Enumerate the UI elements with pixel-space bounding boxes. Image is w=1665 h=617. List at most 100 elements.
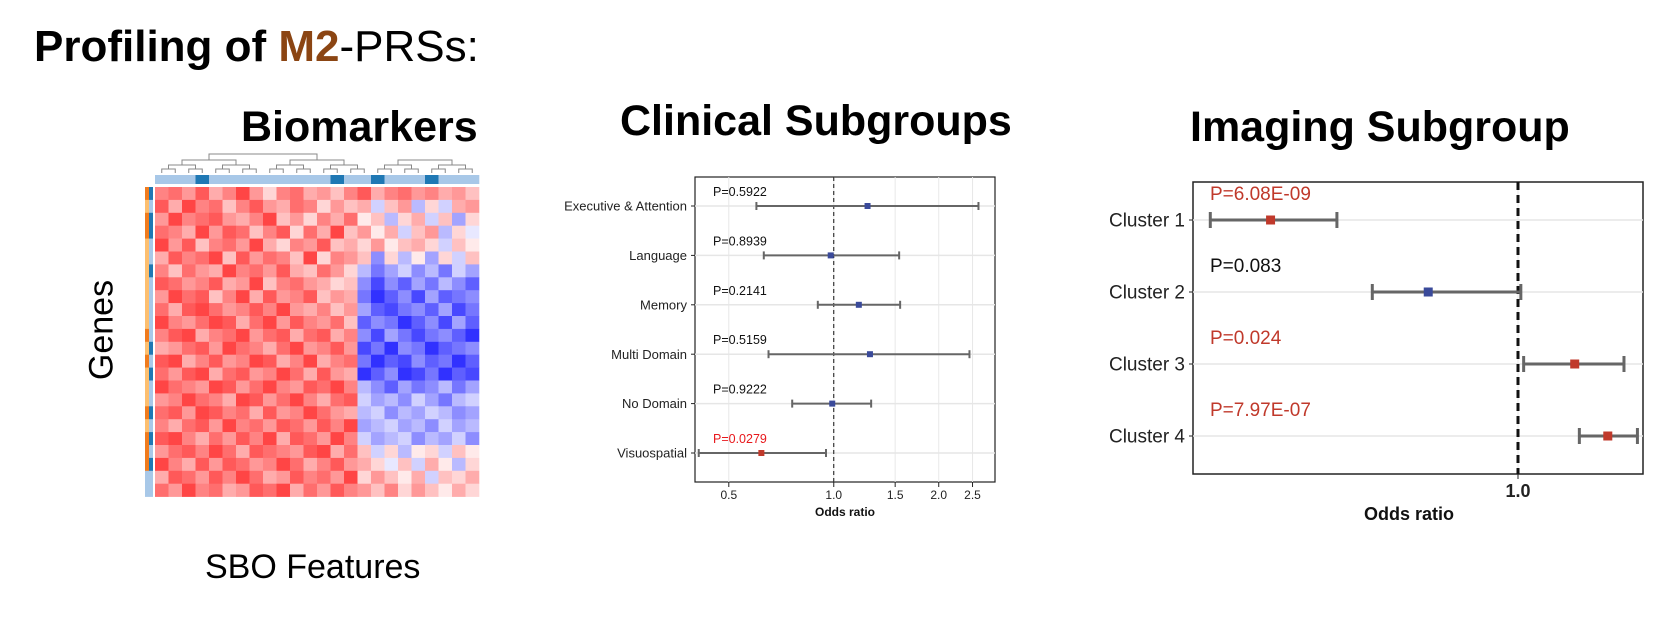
- heatmap-cell: [317, 328, 331, 343]
- heatmap-cell: [276, 470, 291, 484]
- point-estimate: [829, 400, 836, 407]
- column-annotation-cell: [452, 175, 466, 184]
- heatmap-cell: [398, 290, 412, 304]
- point-estimate: [866, 351, 873, 358]
- heatmap-cell: [303, 290, 318, 304]
- heatmap-cell: [317, 393, 331, 407]
- heatmap-cell: [290, 264, 304, 278]
- heatmap-cell: [276, 457, 291, 472]
- heatmap-cell: [303, 406, 318, 420]
- forest-row: No Domain P=0.9222: [622, 383, 873, 411]
- row-side-color-cell: [145, 277, 149, 291]
- heatmap-cell: [425, 470, 439, 484]
- heatmap-cell: [209, 419, 223, 433]
- heatmap-cell: [438, 445, 453, 459]
- heatmap-cell: [236, 316, 250, 330]
- column-annotation-cell: [384, 175, 399, 184]
- heatmap-cell: [344, 264, 358, 278]
- heatmap-cell: [249, 199, 264, 214]
- heatmap-cell: [263, 380, 277, 394]
- row-side-color-cell: [145, 187, 149, 201]
- column-annotation-cell: [168, 175, 183, 184]
- heatmap-cell: [263, 316, 277, 330]
- heatmap-cell: [411, 264, 426, 278]
- heatmap-cell: [155, 432, 169, 446]
- p-value-label: P=0.083: [1210, 256, 1281, 277]
- imaging-subgroup-title: Imaging Subgroup: [1190, 103, 1570, 151]
- heatmap-cell: [357, 212, 372, 226]
- heatmap-cell: [357, 328, 372, 343]
- heatmap-cell: [330, 225, 345, 239]
- heatmap-cell: [344, 303, 358, 317]
- heatmap-cell: [344, 341, 358, 355]
- forest-row: Memory P=0.2141: [640, 284, 902, 312]
- heatmap-cell: [276, 393, 291, 407]
- heatmap-cell: [222, 316, 237, 330]
- row-label: Cluster 4: [1109, 427, 1185, 448]
- heatmap-cell: [222, 419, 237, 433]
- heatmap-cell: [425, 187, 439, 201]
- heatmap-cell: [276, 354, 291, 368]
- heatmap-cell: [425, 419, 439, 433]
- heatmap-cell: [357, 238, 372, 252]
- heatmap-cell: [452, 251, 466, 265]
- heatmap-cell: [249, 457, 264, 472]
- heatmap-cell: [236, 187, 250, 201]
- heatmap-cell: [303, 380, 318, 394]
- heatmap-cell: [263, 393, 277, 407]
- heatmap-cell: [195, 277, 210, 291]
- column-annotation-cell: [303, 175, 318, 184]
- dendrogram-branch: [276, 164, 304, 169]
- heatmap-cell: [168, 238, 183, 252]
- heatmap-cell: [195, 328, 210, 343]
- heatmap-cell: [438, 367, 453, 381]
- heatmap-cell: [168, 303, 183, 317]
- forest-row: Cluster 4 P=7.97E-07: [1109, 400, 1639, 448]
- heatmap-cell: [168, 316, 183, 330]
- column-annotation-cell: [398, 175, 412, 184]
- heatmap-cell: [411, 341, 426, 355]
- heatmap-cell: [195, 406, 210, 420]
- heatmap-cell: [344, 225, 358, 239]
- column-annotation-cell: [371, 175, 385, 184]
- heatmap-cell: [249, 445, 264, 459]
- heatmap-cell: [344, 419, 358, 433]
- heatmap-cell: [398, 341, 412, 355]
- row-side-color-cell: [145, 419, 149, 433]
- row-side-color-cell: [145, 316, 149, 330]
- heatmap-cell: [317, 251, 331, 265]
- heatmap-cell: [384, 303, 399, 317]
- point-estimate: [1570, 359, 1580, 369]
- heatmap-cell: [452, 483, 466, 497]
- row-label: Memory: [640, 297, 687, 312]
- heatmap-cell: [195, 380, 210, 394]
- heatmap-cell: [384, 199, 399, 214]
- heatmap-cell: [398, 277, 412, 291]
- heatmap-cell: [384, 251, 399, 265]
- heatmap-cell: [465, 225, 480, 239]
- heatmap-cell: [236, 199, 250, 214]
- heatmap-cell: [195, 316, 210, 330]
- heatmap-cell: [249, 316, 264, 330]
- heatmap-cell: [249, 212, 264, 226]
- heatmap-cell: [317, 264, 331, 278]
- heatmap-cell: [155, 264, 169, 278]
- heatmap-cell: [155, 393, 169, 407]
- heatmap-cell: [452, 432, 466, 446]
- biomarkers-heatmap: [145, 153, 480, 497]
- heatmap-cell: [411, 277, 426, 291]
- heatmap-cell: [276, 238, 291, 252]
- heatmap-cell: [384, 445, 399, 459]
- forest-row: Executive & Attention P=0.5922: [564, 185, 980, 214]
- heatmap-cell: [168, 457, 183, 472]
- p-value-label: P=0.2141: [713, 284, 767, 298]
- dendrogram-branch: [215, 168, 230, 173]
- row-annotation-cell: [149, 238, 153, 252]
- heatmap-cell: [425, 406, 439, 420]
- heatmap-cell: [290, 187, 304, 201]
- heatmap-cell: [249, 251, 264, 265]
- forest-row: Cluster 1 P=6.08E-09: [1109, 184, 1339, 232]
- heatmap-cell: [195, 187, 210, 201]
- heatmap-cell: [357, 419, 372, 433]
- heatmap-cell: [155, 470, 169, 484]
